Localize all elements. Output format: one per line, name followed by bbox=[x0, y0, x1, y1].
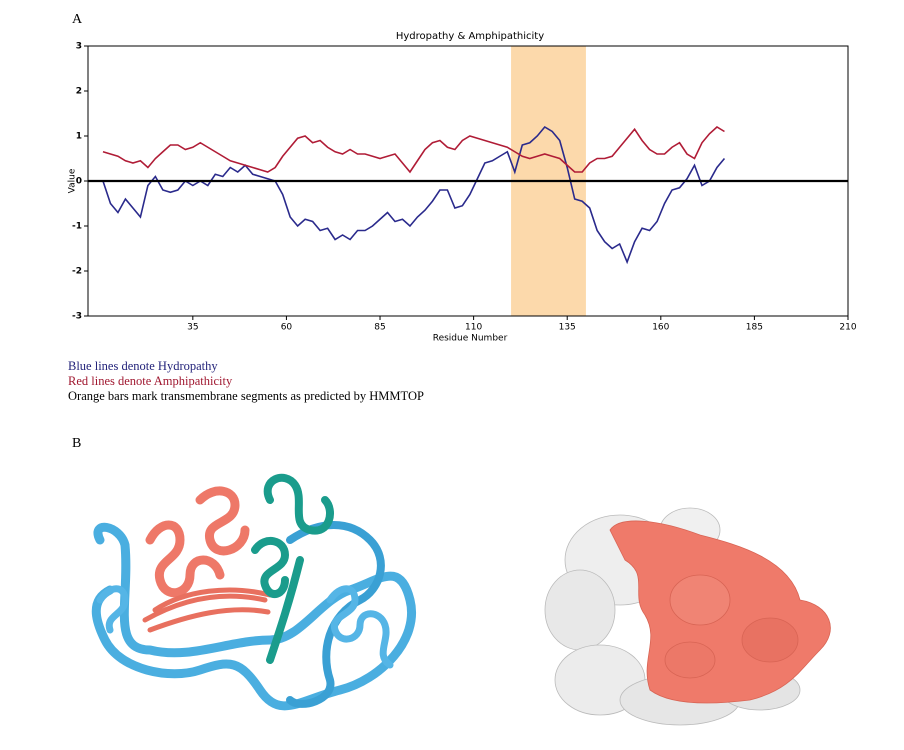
x-tick-label: 60 bbox=[281, 323, 293, 333]
y-axis-label: Value bbox=[68, 168, 78, 193]
x-tick-label: 35 bbox=[187, 323, 198, 333]
y-tick-label: -2 bbox=[72, 267, 82, 277]
note: Red lines denote Amphipathicity bbox=[68, 374, 233, 388]
chart-title: Hydropathy & Amphipathicity bbox=[396, 31, 544, 42]
x-tick-label: 85 bbox=[374, 323, 385, 333]
x-tick-label: 160 bbox=[652, 323, 669, 333]
x-axis-label: Residue Number bbox=[433, 334, 508, 344]
y-tick-label: -3 bbox=[72, 312, 82, 322]
y-tick-label: 0 bbox=[76, 177, 82, 187]
x-tick-label: 135 bbox=[559, 323, 576, 333]
y-tick-label: 3 bbox=[76, 42, 82, 52]
y-tick-label: 1 bbox=[76, 132, 82, 142]
protein-cartoon bbox=[91, 473, 416, 711]
y-tick-label: 2 bbox=[76, 87, 82, 97]
x-tick-label: 185 bbox=[746, 323, 763, 333]
x-tick-label: 110 bbox=[465, 323, 482, 333]
protein-surface bbox=[544, 507, 831, 726]
note: Orange bars mark transmembrane segments … bbox=[68, 389, 424, 403]
panel-label: A bbox=[72, 12, 83, 27]
panel-label: B bbox=[72, 436, 81, 451]
x-tick-label: 210 bbox=[839, 323, 856, 333]
note: Blue lines denote Hydropathy bbox=[68, 359, 218, 373]
y-tick-label: -1 bbox=[72, 222, 82, 232]
series-line bbox=[102, 126, 725, 174]
series-line bbox=[102, 125, 726, 265]
